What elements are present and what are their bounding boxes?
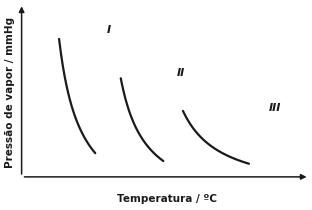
Text: II: II: [177, 68, 185, 77]
Text: Pressão de vapor / mmHg: Pressão de vapor / mmHg: [5, 17, 15, 168]
Text: I: I: [107, 25, 111, 35]
Text: Temperatura / ºC: Temperatura / ºC: [117, 194, 217, 204]
Text: III: III: [269, 103, 281, 113]
